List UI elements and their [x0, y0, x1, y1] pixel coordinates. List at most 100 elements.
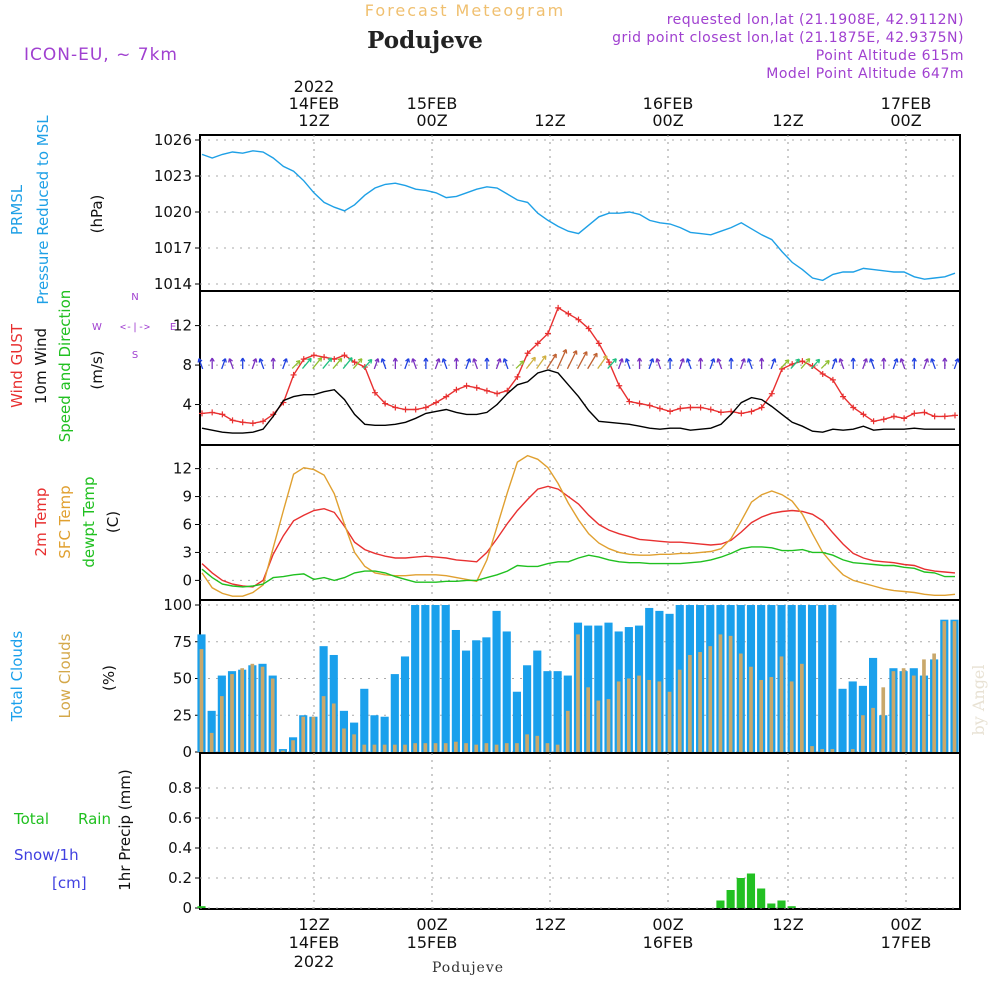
total-cloud-bar: [421, 605, 430, 752]
wind-arrow-head: [552, 353, 557, 359]
wind-arrow-head: [636, 357, 643, 362]
ytick-label: 1017: [154, 239, 192, 257]
low-cloud-bar: [382, 744, 387, 752]
wind-arrow: [800, 358, 811, 369]
total-cloud-bar: [828, 605, 837, 752]
total-cloud-bar: [604, 622, 613, 752]
wind-arrow: [332, 357, 343, 369]
bottom-date-0: 14FEB: [289, 933, 340, 952]
wind-arrow-head: [228, 358, 233, 363]
low-cloud-bar: [891, 671, 896, 752]
gust-point: [667, 408, 674, 415]
ytick-label: 9: [182, 488, 192, 506]
gust-point: [626, 398, 633, 405]
total-cloud-bar: [390, 674, 399, 752]
temp-unit: (C): [104, 511, 122, 533]
low-cloud-bar: [464, 743, 468, 752]
total-cloud-bar: [431, 605, 440, 752]
gust-point: [412, 406, 419, 413]
temp-labels: 2m Temp SFC Temp dewpt Temp (C): [32, 476, 122, 567]
total-cloud-bar: [848, 681, 857, 752]
precip-unit: 1hr Precip (mm): [116, 769, 134, 890]
gust-point: [209, 409, 216, 416]
gust-point: [453, 386, 460, 393]
low-cloud-bar: [342, 728, 346, 752]
wind-arrow-head: [502, 358, 508, 363]
wind-arrow: [434, 358, 440, 370]
low-cloud-bar: [331, 703, 336, 752]
gust-point: [595, 340, 602, 347]
top-tick-3: 00Z: [652, 111, 683, 130]
wind-arrow-head: [472, 358, 478, 363]
gust-point: [534, 340, 541, 347]
panel-2: 0 3 6 9 12: [173, 444, 961, 601]
total-cloud-bar: [207, 710, 216, 752]
wind-direction-key: N S W E <-|->: [92, 292, 176, 361]
low-cloud-bar: [392, 744, 397, 752]
ytick-label: 0: [182, 899, 192, 917]
wind-arrow: [900, 358, 906, 370]
total-cloud-bar: [787, 605, 796, 752]
low-cloud-bar: [698, 652, 702, 752]
precip-bar: [746, 873, 756, 908]
low-clouds-label: Low Clouds: [56, 633, 74, 718]
wind-arrow: [587, 352, 598, 370]
gust-point: [646, 402, 653, 409]
gust-point: [941, 413, 948, 420]
total-cloud-bar: [665, 613, 674, 752]
wind-unit: (m/s): [88, 350, 106, 389]
low-cloud-bar: [800, 663, 804, 752]
cm-label: [cm]: [52, 874, 87, 892]
ytick-label: 8: [182, 356, 192, 374]
bottom-date-3: 16FEB: [643, 933, 694, 952]
gust-point: [544, 330, 551, 337]
total-cloud-bar: [461, 650, 471, 752]
low-cloud-bar: [555, 744, 560, 752]
gust-point: [880, 416, 887, 423]
wind-arrow: [525, 356, 536, 370]
wind-arrow-head: [832, 358, 838, 363]
wind-arrow: [291, 360, 301, 369]
gust-point: [697, 404, 704, 411]
bottom-date-1: 15FEB: [407, 933, 458, 952]
low-cloud-bar: [352, 734, 356, 752]
total-cloud-bar: [869, 657, 878, 752]
wind-arrow-head: [295, 360, 301, 365]
total-cloud-bar: [370, 715, 379, 752]
wind-arrow-head: [209, 357, 215, 362]
wind-arrow-head: [667, 357, 673, 362]
low-cloud-bar: [535, 735, 540, 752]
gust-point: [616, 382, 623, 389]
wind-arrow-head: [728, 357, 734, 362]
ytick-label: 3: [182, 543, 192, 561]
ytick-label: 0.6: [168, 809, 192, 827]
gust-point: [565, 310, 572, 317]
wind-arrow-head: [380, 358, 386, 363]
ytick-label: 0.2: [168, 869, 192, 887]
total-label: Total: [13, 810, 49, 828]
gust-point: [351, 359, 358, 366]
total-cloud-bar: [594, 625, 603, 752]
wind-arrow: [312, 357, 322, 370]
total-cloud-bar: [512, 691, 521, 752]
wind-arrow-head: [954, 358, 960, 363]
wind-arrow-head: [270, 357, 276, 362]
wind-arrow: [442, 358, 448, 370]
ytick-label: 75: [173, 633, 192, 651]
gust-point: [809, 363, 816, 370]
total-cloud-bar: [818, 605, 827, 752]
wind-arrow-head: [317, 357, 323, 362]
wind-arrow: [373, 358, 379, 370]
ytick-label: 0.4: [168, 839, 192, 857]
wind-arrow-head: [392, 357, 398, 362]
total-cloud-bar: [553, 671, 562, 752]
series-sfc-temp: [201, 454, 956, 597]
low-cloud-bar: [657, 681, 662, 752]
low-cloud-bar: [291, 740, 295, 752]
wind-arrow-head: [825, 359, 830, 365]
wind-arrow: [747, 358, 753, 370]
ytick-label: 0: [182, 571, 192, 589]
low-cloud-bar: [311, 716, 316, 752]
total-clouds-label: Total Clouds: [8, 631, 26, 723]
